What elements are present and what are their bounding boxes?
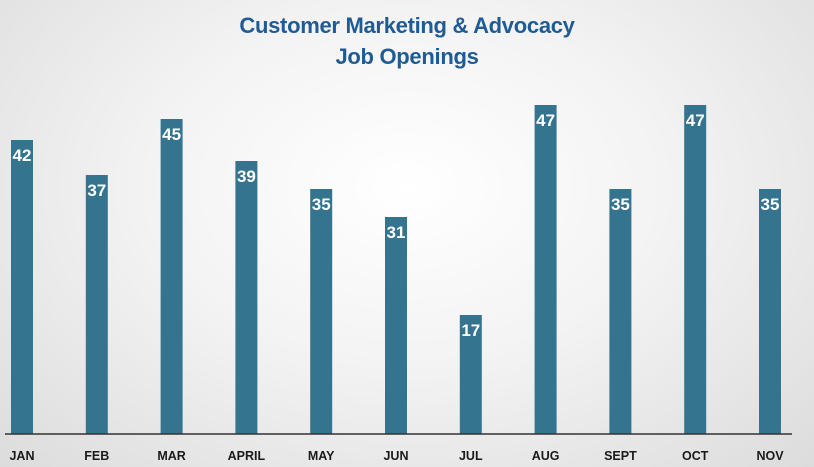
bar-nov [759,189,781,434]
x-tick-jan: JAN [9,449,34,463]
x-tick-oct: OCT [682,449,709,463]
data-label-april: 39 [237,167,256,186]
data-label-feb: 37 [87,181,106,200]
data-label-sept: 35 [611,195,630,214]
bar-oct [684,105,707,434]
bar-mar [160,119,183,434]
data-label-jan: 42 [13,146,32,165]
data-label-oct: 47 [686,111,705,130]
x-tick-mar: MAR [157,449,185,463]
data-label-jun: 31 [387,223,406,242]
bar-jul [459,315,482,434]
bar-feb [85,175,108,434]
x-tick-sept: SEPT [604,449,637,463]
chart-title: Customer Marketing & Advocacy Job Openin… [0,10,814,72]
bar-sept [609,189,632,434]
bar-april [235,161,258,434]
data-label-nov: 35 [761,195,780,214]
x-tick-aug: AUG [532,449,560,463]
data-label-jul: 17 [461,321,480,340]
x-tick-feb: FEB [84,449,109,463]
bar-may [310,189,333,434]
x-tick-may: MAY [308,449,335,463]
x-tick-april: APRIL [228,449,266,463]
data-label-aug: 47 [536,111,555,130]
bars-layer: 42 37 45 39 35 31 17 47 35 47 35 [11,105,781,434]
data-label-mar: 45 [162,125,181,144]
bar-jun [385,217,407,434]
chart-subtitle: Job Openings [335,44,479,69]
bar-aug [534,105,557,434]
data-label-may: 35 [312,195,331,214]
x-tick-labels: JAN FEB MAR APRIL MAY JUN JUL AUG SEPT OCT NOV [9,449,784,463]
x-tick-jul: JUL [459,449,483,463]
x-tick-nov: NOV [756,449,784,463]
bar-jan [11,140,33,434]
chart-title-line1: Customer Marketing & Advocacy [239,13,575,38]
x-tick-jun: JUN [383,449,408,463]
